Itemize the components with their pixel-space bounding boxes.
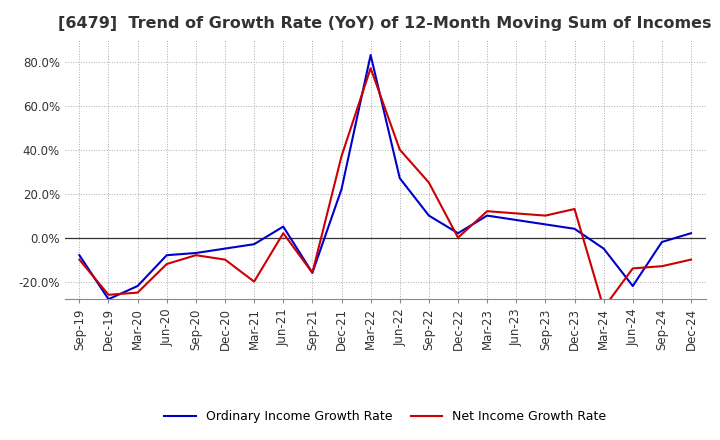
Ordinary Income Growth Rate: [454, 231, 462, 236]
Title: [6479]  Trend of Growth Rate (YoY) of 12-Month Moving Sum of Incomes: [6479] Trend of Growth Rate (YoY) of 12-…: [58, 16, 712, 32]
Legend: Ordinary Income Growth Rate, Net Income Growth Rate: Ordinary Income Growth Rate, Net Income …: [159, 405, 611, 428]
Net Income Growth Rate: [337, 154, 346, 159]
Net Income Growth Rate: [629, 266, 637, 271]
Ordinary Income Growth Rate: [133, 283, 142, 289]
Ordinary Income Growth Rate: [220, 246, 229, 251]
Net Income Growth Rate: [512, 211, 521, 216]
Ordinary Income Growth Rate: [337, 187, 346, 192]
Net Income Growth Rate: [220, 257, 229, 262]
Net Income Growth Rate: [395, 147, 404, 152]
Net Income Growth Rate: [308, 270, 317, 275]
Ordinary Income Growth Rate: [308, 270, 317, 275]
Ordinary Income Growth Rate: [657, 239, 666, 245]
Ordinary Income Growth Rate: [425, 213, 433, 218]
Ordinary Income Growth Rate: [104, 297, 113, 302]
Net Income Growth Rate: [599, 305, 608, 311]
Net Income Growth Rate: [687, 257, 696, 262]
Ordinary Income Growth Rate: [192, 250, 200, 256]
Net Income Growth Rate: [279, 231, 287, 236]
Ordinary Income Growth Rate: [570, 226, 579, 231]
Net Income Growth Rate: [425, 180, 433, 185]
Net Income Growth Rate: [454, 235, 462, 240]
Ordinary Income Growth Rate: [599, 246, 608, 251]
Net Income Growth Rate: [250, 279, 258, 284]
Net Income Growth Rate: [483, 209, 492, 214]
Net Income Growth Rate: [75, 257, 84, 262]
Line: Net Income Growth Rate: Net Income Growth Rate: [79, 68, 691, 308]
Ordinary Income Growth Rate: [163, 253, 171, 258]
Ordinary Income Growth Rate: [366, 52, 375, 58]
Ordinary Income Growth Rate: [75, 253, 84, 258]
Net Income Growth Rate: [192, 253, 200, 258]
Ordinary Income Growth Rate: [512, 217, 521, 223]
Ordinary Income Growth Rate: [250, 242, 258, 247]
Ordinary Income Growth Rate: [629, 283, 637, 289]
Line: Ordinary Income Growth Rate: Ordinary Income Growth Rate: [79, 55, 691, 299]
Ordinary Income Growth Rate: [687, 231, 696, 236]
Ordinary Income Growth Rate: [541, 222, 550, 227]
Net Income Growth Rate: [104, 292, 113, 297]
Net Income Growth Rate: [133, 290, 142, 295]
Ordinary Income Growth Rate: [279, 224, 287, 229]
Net Income Growth Rate: [570, 206, 579, 212]
Ordinary Income Growth Rate: [483, 213, 492, 218]
Net Income Growth Rate: [163, 261, 171, 267]
Ordinary Income Growth Rate: [395, 176, 404, 181]
Net Income Growth Rate: [541, 213, 550, 218]
Net Income Growth Rate: [657, 264, 666, 269]
Net Income Growth Rate: [366, 66, 375, 71]
